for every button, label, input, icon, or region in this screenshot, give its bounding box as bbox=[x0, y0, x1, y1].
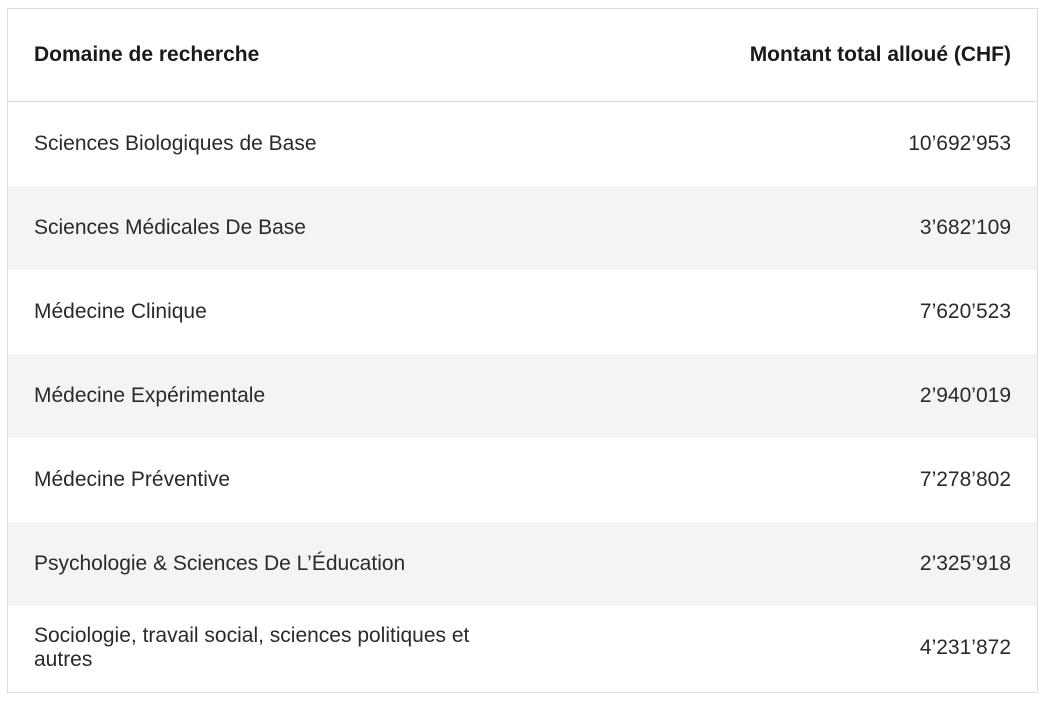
table-row: Sociologie, travail social, sciences pol… bbox=[8, 606, 1037, 690]
table-row: Médecine Préventive 7’278’802 bbox=[8, 438, 1037, 522]
cell-amount: 7’278’802 bbox=[919, 468, 1011, 491]
table-row: Psychologie & Sciences De L’Éducation 2’… bbox=[8, 522, 1037, 606]
cell-domain: Sociologie, travail social, sciences pol… bbox=[34, 624, 470, 671]
table-body: Sciences Biologiques de Base 10’692’953 … bbox=[8, 102, 1037, 691]
cell-amount: 2’940’019 bbox=[522, 354, 1037, 438]
table-header: Domaine de recherche Montant total allou… bbox=[8, 9, 1037, 102]
cell-domain: Sciences Biologiques de Base bbox=[34, 132, 317, 155]
header-domain: Domaine de recherche bbox=[8, 9, 523, 102]
table-row: Médecine Clinique 7’620’523 bbox=[8, 270, 1037, 354]
cell-amount: 4’231’872 bbox=[919, 636, 1011, 659]
cell-domain: Sciences Médicales De Base bbox=[8, 186, 523, 270]
table-row: Sciences Médicales De Base 3’682’109 bbox=[8, 186, 1037, 270]
funding-table-container: Domaine de recherche Montant total allou… bbox=[7, 8, 1038, 693]
header-row: Domaine de recherche Montant total allou… bbox=[8, 9, 1037, 102]
cell-domain: Médecine Préventive bbox=[34, 468, 231, 491]
cell-amount: 7’620’523 bbox=[919, 300, 1011, 323]
cell-amount: 10’692’953 bbox=[908, 132, 1011, 155]
cell-domain: Médecine Expérimentale bbox=[8, 354, 523, 438]
cell-amount: 3’682’109 bbox=[522, 186, 1037, 270]
table-row: Sciences Biologiques de Base 10’692’953 bbox=[8, 102, 1037, 187]
table-row: Médecine Expérimentale 2’940’019 bbox=[8, 354, 1037, 438]
cell-domain: Médecine Clinique bbox=[34, 300, 207, 323]
cell-domain: Psychologie & Sciences De L’Éducation bbox=[8, 522, 523, 606]
funding-table: Domaine de recherche Montant total allou… bbox=[8, 9, 1037, 690]
header-amount: Montant total alloué (CHF) bbox=[522, 9, 1037, 102]
cell-amount: 2’325’918 bbox=[522, 522, 1037, 606]
